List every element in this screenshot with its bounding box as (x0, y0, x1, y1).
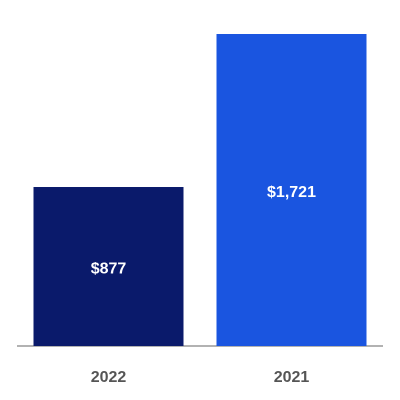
value-label: $877 (91, 261, 127, 278)
x-tick-label: 2022 (91, 369, 127, 386)
value-label: $1,721 (267, 184, 316, 201)
x-tick-label: 2021 (274, 369, 310, 386)
bar (33, 187, 184, 346)
bar (216, 34, 367, 346)
